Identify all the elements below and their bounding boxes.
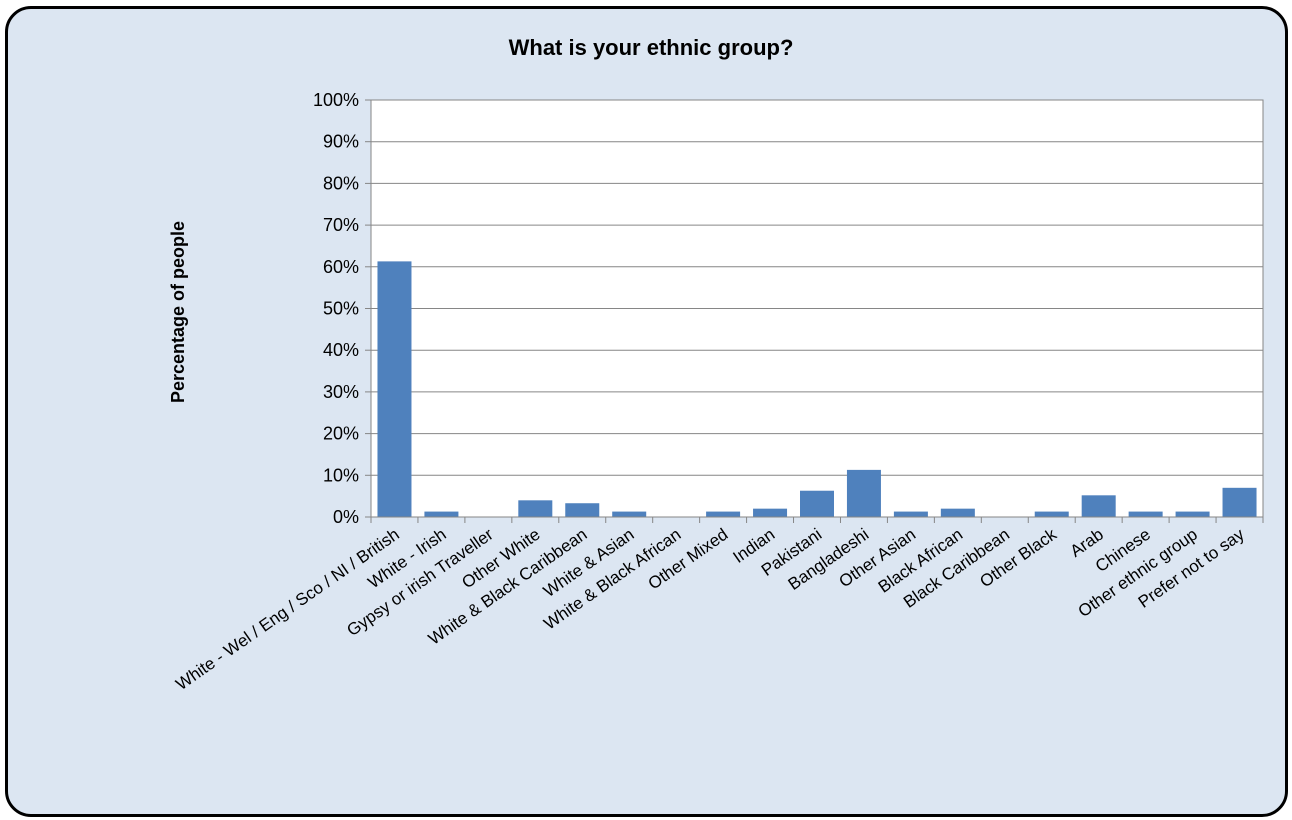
y-tick-label: 10% (323, 465, 359, 485)
bar (940, 508, 975, 517)
y-tick-label: 30% (323, 382, 359, 402)
bar (1175, 511, 1210, 517)
bar (377, 261, 412, 517)
y-tick-label: 100% (313, 90, 359, 110)
gridlines (371, 99, 1263, 476)
y-tick-label: 40% (323, 340, 359, 360)
y-tick-label: 50% (323, 299, 359, 319)
x-tick-labels: White - Wel / Eng / Sco / NI / BritishWh… (172, 524, 1248, 694)
chart-title: What is your ethnic group? (509, 35, 794, 60)
y-tick-label: 60% (323, 257, 359, 277)
y-tick-label: 0% (333, 507, 359, 527)
bar (800, 490, 834, 517)
y-tick-label: 20% (323, 424, 359, 444)
bar (518, 500, 553, 517)
bar (753, 508, 788, 517)
bar (612, 511, 647, 517)
axes (365, 99, 1264, 523)
bar (846, 469, 881, 517)
y-tick-label: 70% (323, 215, 359, 235)
bar (1222, 487, 1257, 517)
y-tick-labels: 0% 10% 20% 30% 40% 50% 60% 70% 80% 90% 100% (313, 90, 359, 527)
y-axis-title: Percentage of people (168, 221, 188, 403)
bar (1128, 511, 1163, 517)
bar (1081, 495, 1116, 517)
bars (377, 261, 1257, 517)
bar (1034, 511, 1069, 517)
y-tick-label: 90% (323, 132, 359, 152)
bar (424, 511, 459, 517)
bar (706, 511, 741, 517)
bar (565, 503, 600, 517)
bar (893, 511, 928, 517)
y-tick-label: 80% (323, 173, 359, 193)
